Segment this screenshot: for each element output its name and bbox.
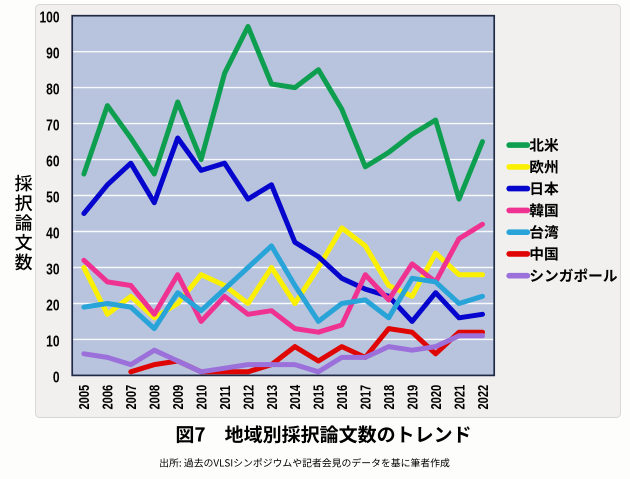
svg-text:2010: 2010 xyxy=(193,385,210,410)
svg-text:40: 40 xyxy=(46,224,60,242)
svg-text:2018: 2018 xyxy=(380,385,397,410)
svg-text:100: 100 xyxy=(39,8,59,26)
svg-text:2017: 2017 xyxy=(357,385,374,410)
svg-text:2013: 2013 xyxy=(263,385,280,410)
svg-text:30: 30 xyxy=(46,260,60,278)
svg-text:2005: 2005 xyxy=(76,385,93,410)
svg-text:2014: 2014 xyxy=(287,384,304,409)
svg-text:90: 90 xyxy=(46,44,60,62)
svg-text:2019: 2019 xyxy=(404,385,421,410)
svg-text:20: 20 xyxy=(46,296,60,314)
svg-text:2022: 2022 xyxy=(474,385,491,410)
svg-text:2007: 2007 xyxy=(123,385,140,410)
svg-text:2016: 2016 xyxy=(334,385,351,410)
svg-text:2012: 2012 xyxy=(240,385,257,410)
svg-text:2008: 2008 xyxy=(146,385,163,410)
svg-text:2015: 2015 xyxy=(310,385,327,410)
svg-text:2021: 2021 xyxy=(451,385,468,410)
svg-text:50: 50 xyxy=(46,188,60,206)
svg-text:2011: 2011 xyxy=(216,385,233,409)
svg-text:60: 60 xyxy=(46,152,60,170)
svg-text:70: 70 xyxy=(46,116,60,134)
svg-text:2020: 2020 xyxy=(427,385,444,410)
svg-text:2009: 2009 xyxy=(169,385,186,410)
svg-text:0: 0 xyxy=(53,368,60,386)
svg-text:10: 10 xyxy=(46,332,60,350)
svg-text:2006: 2006 xyxy=(99,385,116,410)
svg-text:80: 80 xyxy=(46,80,60,98)
